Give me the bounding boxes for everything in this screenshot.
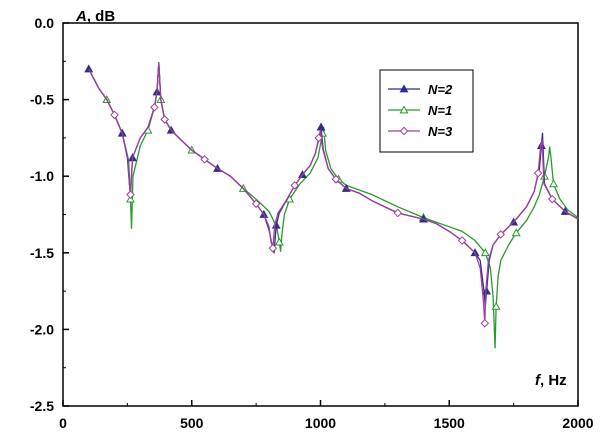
legend: N=2 N=1 N=3	[379, 69, 474, 153]
x-axis-title: f, Hz	[535, 372, 567, 389]
x-tick-label: 2000	[562, 415, 593, 431]
legend-item-n1: N=1	[388, 103, 452, 118]
y-tick-label: -2.5	[30, 398, 54, 414]
data-point-n3	[314, 133, 324, 143]
y-tick-label: -1.0	[30, 168, 54, 184]
y-tick-label: -0.5	[30, 92, 54, 108]
data-point-n2	[482, 286, 492, 295]
legend-swatch-marker	[399, 126, 409, 136]
data-point-n3	[150, 102, 159, 112]
y-axis-unit: , dB	[87, 8, 115, 25]
x-tick-label: 500	[180, 415, 204, 431]
x-tick-label: 0	[59, 415, 67, 431]
data-point-n3	[480, 318, 490, 328]
data-point-n1	[274, 237, 284, 246]
data-point-n3	[268, 243, 278, 253]
y-tick-label: -2.0	[30, 321, 54, 337]
data-point-n1	[549, 179, 558, 188]
data-point-n1	[511, 228, 521, 237]
legend-item-n3: N=3	[388, 124, 453, 139]
plot-border	[62, 22, 579, 407]
x-tick-label: 1000	[305, 415, 336, 431]
legend-item-n2: N=2	[388, 82, 453, 97]
data-point-n3	[160, 115, 170, 124]
series-line-n3	[88, 62, 579, 324]
data-point-n2	[271, 220, 281, 229]
legend-label: N=3	[428, 124, 453, 139]
plot-area-frame	[62, 22, 579, 407]
data-point-n3	[110, 110, 119, 120]
x-axis-unit: , Hz	[540, 372, 567, 389]
data-point-n2	[84, 64, 94, 73]
series-n3	[88, 62, 579, 328]
legend-label: N=1	[428, 103, 452, 118]
legend-swatch-marker	[399, 105, 409, 114]
y-axis-variable: A	[75, 8, 87, 25]
data-point-n3	[290, 181, 300, 190]
data-point-n3	[533, 168, 543, 178]
y-axis-ticks: 0.0 -0.5 -1.0 -1.5 -2.0 -2.5	[30, 15, 69, 414]
legend-label: N=2	[428, 82, 453, 97]
data-point-n3	[393, 208, 403, 218]
data-point-n3	[457, 236, 467, 245]
x-tick-label: 1500	[434, 415, 465, 431]
data-point-n3	[200, 155, 209, 164]
series-layer	[84, 62, 579, 349]
data-point-n3	[251, 199, 261, 209]
data-point-n3	[547, 194, 557, 204]
y-tick-label: 0.0	[35, 15, 55, 31]
y-tick-label: -1.5	[30, 245, 54, 261]
data-point-n1	[480, 248, 490, 257]
legend-swatch-marker	[399, 84, 409, 93]
x-axis-ticks: 0 500 1000 1500 2000	[59, 400, 594, 431]
data-point-n3	[126, 190, 135, 199]
legend-box	[379, 69, 474, 153]
y-axis-title: A, dB	[75, 8, 115, 25]
data-point-n3	[496, 230, 506, 239]
x-axis-variable: f	[535, 372, 542, 389]
data-point-n1	[491, 301, 501, 310]
data-point-n3	[331, 174, 341, 184]
